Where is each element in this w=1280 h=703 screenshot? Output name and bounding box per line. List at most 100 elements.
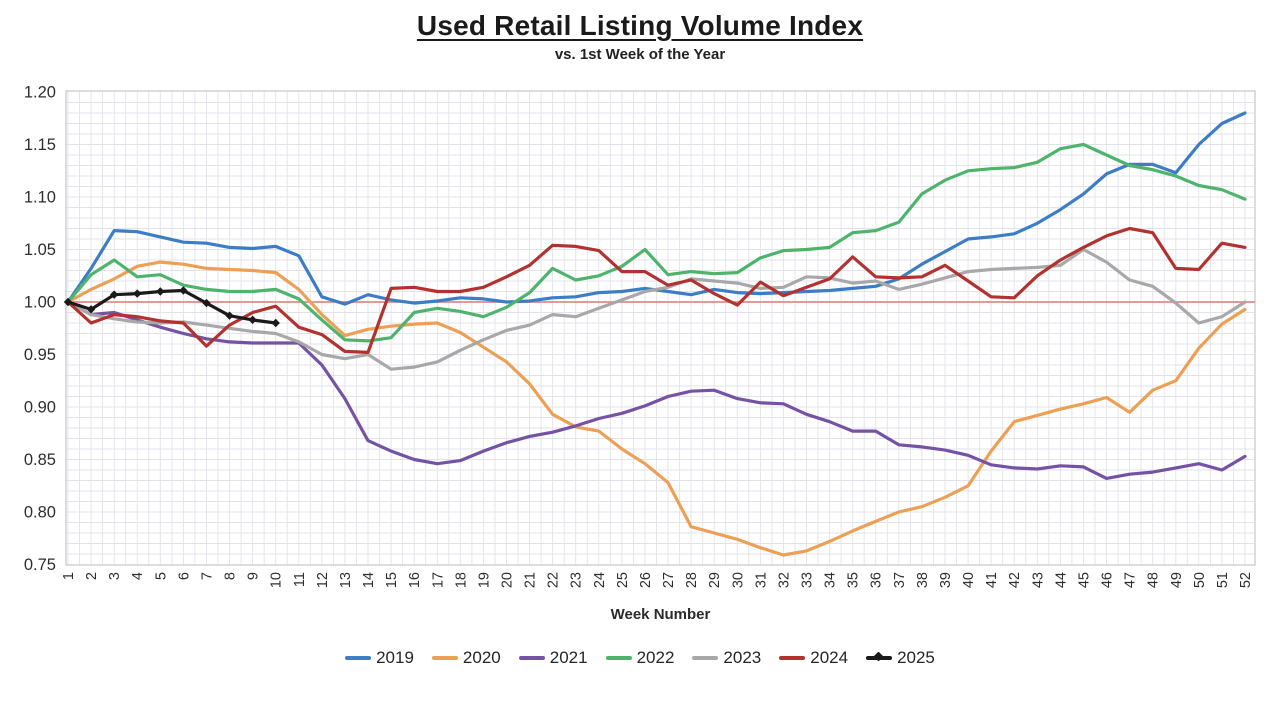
legend-label-2020: 2020 bbox=[462, 648, 501, 667]
x-tick-label: 7 bbox=[200, 572, 216, 580]
series-marker-2025 bbox=[179, 286, 188, 295]
y-tick-label: 0.85 bbox=[24, 451, 56, 469]
legend-item-2021: 2021 bbox=[518, 648, 588, 668]
legend-label-2025: 2025 bbox=[897, 648, 935, 667]
series-line-2024 bbox=[66, 226, 1247, 354]
series-marker-2025 bbox=[133, 289, 142, 298]
x-tick-label: 46 bbox=[1100, 572, 1116, 588]
y-tick-label: 0.90 bbox=[24, 399, 56, 417]
legend-item-2019: 2019 bbox=[345, 648, 414, 668]
legend-label-2019: 2019 bbox=[376, 648, 414, 667]
y-tick-label: 0.75 bbox=[24, 556, 56, 574]
x-tick-label: 23 bbox=[569, 572, 585, 588]
series-marker-2025 bbox=[109, 290, 119, 299]
x-tick-label: 16 bbox=[407, 572, 423, 588]
x-tick-label: 24 bbox=[592, 572, 608, 588]
x-tick-label: 28 bbox=[684, 572, 700, 588]
series-line-2025 bbox=[66, 288, 278, 325]
x-tick-label: 11 bbox=[292, 572, 308, 587]
y-tick-label: 1.20 bbox=[24, 84, 56, 102]
x-tick-label: 10 bbox=[269, 572, 285, 588]
x-tick-label: 13 bbox=[338, 572, 354, 588]
series-line-2021 bbox=[66, 300, 1247, 480]
x-tick-label: 41 bbox=[984, 572, 1000, 588]
series-marker-2025 bbox=[202, 298, 211, 308]
x-tick-label: 44 bbox=[1053, 572, 1069, 588]
legend-item-2024: 2024 bbox=[779, 648, 848, 668]
x-tick-label: 39 bbox=[938, 572, 954, 588]
legend-item-2025: 2025 bbox=[866, 648, 935, 668]
x-axis-title: Week Number bbox=[610, 606, 711, 623]
x-tick-label: 25 bbox=[615, 572, 631, 588]
x-tick-label: 26 bbox=[638, 572, 654, 588]
legend-swatch-2019 bbox=[345, 656, 372, 660]
x-tick-label: 14 bbox=[361, 572, 377, 588]
legend-swatch-2022 bbox=[605, 656, 632, 660]
y-tick-label: 1.05 bbox=[24, 241, 56, 259]
legend-swatch-2020 bbox=[431, 656, 458, 660]
x-tick-label: 49 bbox=[1169, 572, 1185, 588]
legend-swatch-2023 bbox=[692, 656, 719, 660]
y-tick-label: 0.80 bbox=[24, 504, 56, 522]
x-tick-label: 45 bbox=[1077, 572, 1093, 588]
x-tick-label: 42 bbox=[1007, 572, 1023, 588]
x-tick-label: 18 bbox=[453, 572, 469, 588]
legend-swatch-2021 bbox=[518, 656, 545, 660]
x-tick-label: 43 bbox=[1030, 572, 1046, 588]
x-tick-label: 1 bbox=[61, 572, 77, 580]
legend-label-2021: 2021 bbox=[549, 648, 588, 667]
series-marker-2025 bbox=[63, 297, 73, 307]
x-tick-label: 36 bbox=[869, 572, 885, 588]
x-tick-label: 20 bbox=[500, 572, 516, 588]
x-tick-label: 31 bbox=[753, 572, 769, 588]
legend-item-2022: 2022 bbox=[605, 648, 675, 668]
legend: 2019 2020 2021 2022 2023 2024 2025 bbox=[0, 648, 1280, 668]
x-tick-label: 9 bbox=[246, 572, 262, 580]
y-tick-label: 1.10 bbox=[24, 189, 56, 207]
x-tick-label: 50 bbox=[1192, 572, 1208, 588]
x-tick-label: 34 bbox=[823, 572, 839, 588]
x-tick-label: 32 bbox=[776, 572, 792, 588]
legend-label-2023: 2023 bbox=[723, 648, 762, 667]
plot-border bbox=[65, 90, 1256, 566]
y-tick-label: 1.00 bbox=[24, 294, 56, 312]
series-line-2020 bbox=[66, 260, 1247, 557]
x-tick-label: 2 bbox=[84, 572, 100, 580]
series-marker-2025 bbox=[156, 287, 165, 296]
legend-label-2024: 2024 bbox=[810, 648, 849, 667]
x-tick-label: 51 bbox=[1215, 572, 1231, 588]
x-tick-label: 4 bbox=[130, 572, 146, 580]
x-tick-label: 40 bbox=[961, 572, 977, 588]
series-line-2022 bbox=[66, 142, 1247, 343]
x-tick-label: 8 bbox=[223, 572, 239, 580]
legend-marker-2025 bbox=[873, 651, 884, 662]
x-tick-label: 30 bbox=[730, 572, 746, 588]
x-tick-label: 6 bbox=[176, 572, 192, 580]
x-tick-label: 33 bbox=[800, 572, 816, 588]
x-tick-label: 22 bbox=[546, 572, 562, 588]
chart-title: Used Retail Listing Volume Index bbox=[416, 10, 864, 41]
chart-subtitle: vs. 1st Week of the Year bbox=[554, 46, 726, 63]
y-tick-label: 0.95 bbox=[24, 346, 56, 364]
x-tick-label: 12 bbox=[315, 572, 331, 588]
x-tick-label: 37 bbox=[892, 572, 908, 588]
x-tick-label: 29 bbox=[707, 572, 723, 588]
x-tick-label: 35 bbox=[846, 572, 862, 588]
series-marker-2025 bbox=[225, 311, 234, 320]
x-tick-label: 38 bbox=[915, 572, 931, 588]
legend-label-2022: 2022 bbox=[636, 648, 675, 667]
legend-item-2020: 2020 bbox=[431, 648, 501, 668]
x-tick-label: 5 bbox=[153, 572, 169, 580]
x-tick-label: 19 bbox=[476, 572, 492, 588]
legend-item-2023: 2023 bbox=[692, 648, 761, 668]
x-tick-label: 27 bbox=[661, 572, 677, 588]
series-marker-2025 bbox=[248, 315, 257, 325]
legend-swatch-2024 bbox=[779, 656, 806, 660]
series-marker-2025 bbox=[86, 305, 96, 314]
y-tick-label: 1.15 bbox=[24, 136, 56, 154]
x-tick-label: 52 bbox=[1238, 572, 1254, 588]
x-tick-label: 17 bbox=[430, 572, 446, 588]
x-tick-label: 3 bbox=[107, 572, 123, 580]
